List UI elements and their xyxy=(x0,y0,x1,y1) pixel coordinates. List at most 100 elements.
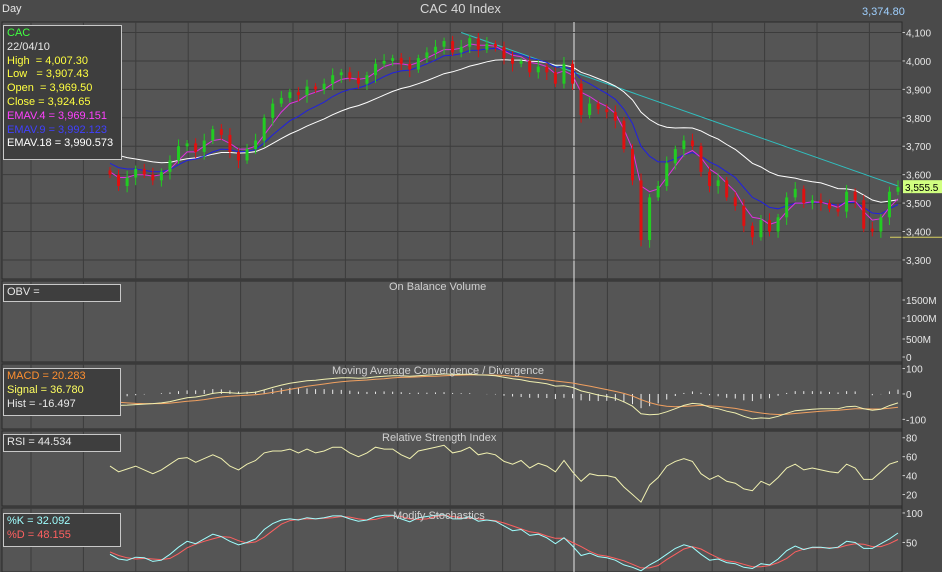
price-tick-label: 4,000 xyxy=(906,57,931,68)
candle-body xyxy=(511,58,515,64)
last-value-text: 3,555.5 xyxy=(905,183,939,194)
candle-body xyxy=(836,208,840,212)
candle-body xyxy=(725,180,729,198)
candle-body xyxy=(596,103,600,110)
price-info-box: CAC 22/04/10 High = 4,007.30 Low = 3,907… xyxy=(3,25,122,160)
candle-body xyxy=(485,43,489,50)
hist-value: Hist = -16.497 xyxy=(7,397,76,410)
candle-body xyxy=(571,63,575,84)
info-open: Open = 3,969.50 xyxy=(7,82,93,95)
period-label[interactable]: Day xyxy=(2,3,22,15)
candle-body xyxy=(613,112,617,121)
candle-body xyxy=(374,63,378,76)
candle-body xyxy=(656,186,660,198)
obv-info-box: OBV = xyxy=(3,284,121,302)
macd-tick-label: -100 xyxy=(906,415,926,426)
candle-body xyxy=(211,129,215,141)
stoch-panel-title: Modify Stochastics xyxy=(393,510,485,522)
candle-body xyxy=(682,140,686,150)
candle-body xyxy=(442,41,446,47)
obv-panel-title: On Balance Volume xyxy=(389,281,487,293)
candle-body xyxy=(331,75,335,84)
candle-body xyxy=(768,220,772,232)
candle-body xyxy=(845,191,849,212)
candle-body xyxy=(468,38,472,47)
candle-body xyxy=(245,149,249,161)
candle-body xyxy=(108,170,112,175)
candle-body xyxy=(125,177,129,187)
stoch-d-line xyxy=(109,514,899,569)
candle-body xyxy=(879,217,883,232)
info-emav9: EMAV.9 = 3,992.123 xyxy=(7,123,107,136)
candle-body xyxy=(142,168,146,175)
candle-body xyxy=(810,200,814,204)
price-tick-label: 3,600 xyxy=(906,171,931,182)
candle-body xyxy=(665,163,669,187)
candle-body xyxy=(716,180,720,187)
candle-body xyxy=(356,78,360,84)
candle-body xyxy=(648,197,652,241)
stoch-k-line xyxy=(109,514,899,572)
candle-body xyxy=(399,58,403,64)
candle-body xyxy=(493,43,497,47)
candle-body xyxy=(502,46,506,59)
panel-1 xyxy=(1,280,903,363)
candle-body xyxy=(202,140,206,152)
candle-body xyxy=(228,134,232,152)
price-tick-label: 3,900 xyxy=(906,85,931,96)
candle-body xyxy=(630,149,634,181)
rsi-tick-label: 80 xyxy=(906,434,918,445)
price-tick-label: 3,300 xyxy=(906,256,931,267)
candle-body xyxy=(819,200,823,204)
rsi-info-box: RSI = 44.534 xyxy=(3,434,121,452)
candle-body xyxy=(742,205,746,226)
candle-body xyxy=(365,75,369,84)
candle-body xyxy=(151,174,155,181)
candle-body xyxy=(348,72,352,79)
candle-body xyxy=(708,171,712,187)
candle-body xyxy=(528,60,532,73)
candle-body xyxy=(776,217,780,232)
candle-body xyxy=(588,103,592,115)
candle-body xyxy=(177,146,181,161)
price-tick-label: 3,400 xyxy=(906,228,931,239)
candle-body xyxy=(416,58,420,70)
stoch-tick-label: 100 xyxy=(906,509,923,520)
candle-body xyxy=(553,72,557,84)
last-value-tag xyxy=(903,180,942,194)
price-tick-label: 4,100 xyxy=(906,29,931,40)
candle-body xyxy=(699,146,703,172)
candle-body xyxy=(605,109,609,113)
candle-body xyxy=(870,228,874,232)
rsi-line xyxy=(109,444,899,503)
price-tick-label: 3,700 xyxy=(906,142,931,153)
obv-label: OBV = xyxy=(7,286,40,298)
info-date: 22/04/10 xyxy=(7,40,50,53)
candle-body xyxy=(759,220,763,238)
candle-body xyxy=(862,200,866,229)
macd-value: MACD = 20.283 xyxy=(7,370,86,382)
candle-body xyxy=(288,92,292,98)
candle-body xyxy=(219,129,223,135)
candle-body xyxy=(185,143,189,147)
candle-body xyxy=(690,140,694,147)
candle-body xyxy=(314,86,318,90)
candle-body xyxy=(476,38,480,50)
candle-body xyxy=(896,187,900,192)
info-low: Low = 3,907.43 xyxy=(7,68,89,81)
macd-line xyxy=(109,373,899,420)
candle-body xyxy=(802,188,806,204)
candle-body xyxy=(117,174,121,187)
top-value: 3,374.80 xyxy=(862,6,905,18)
signal-line xyxy=(109,374,899,416)
candle-body xyxy=(673,149,677,164)
candle-body xyxy=(536,66,540,73)
rsi-panel-title: Relative Strength Index xyxy=(382,432,497,444)
candle-body xyxy=(339,72,343,76)
info-emav4: EMAV.4 = 3,969.151 xyxy=(7,109,107,122)
macd-panel-title: Moving Average Convergence / Divergence xyxy=(332,365,544,377)
candle-body xyxy=(562,63,566,84)
info-high: High = 4,007.30 xyxy=(7,54,89,67)
